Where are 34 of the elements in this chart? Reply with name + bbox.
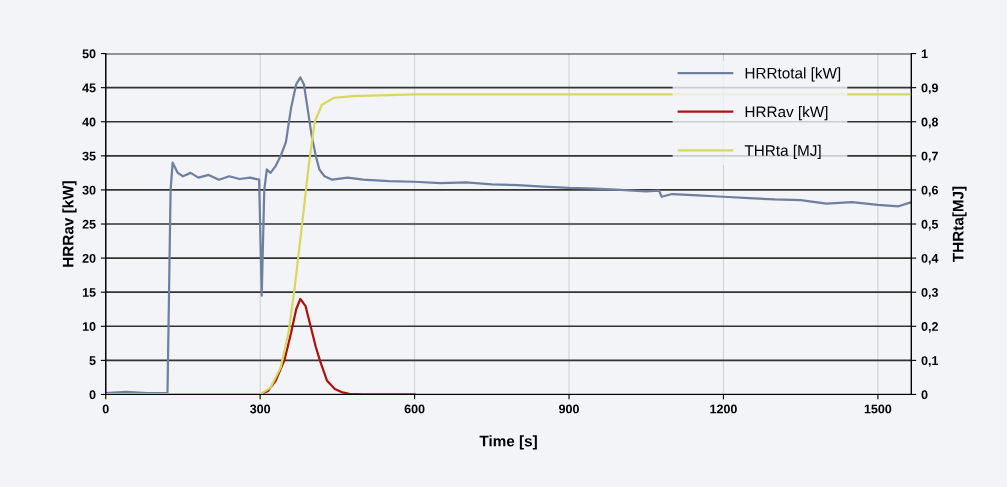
y2-tick-label: 0,4 bbox=[921, 253, 939, 265]
x-tick-label: 1500 bbox=[864, 404, 892, 414]
y2-tick-label: 0 bbox=[921, 390, 928, 400]
y2-tick-label: 0,8 bbox=[921, 117, 939, 129]
y-tick-label: 30 bbox=[82, 185, 96, 195]
y2-tick-label: 0,9 bbox=[921, 83, 938, 95]
y-tick-label: 10 bbox=[82, 322, 96, 331]
y-tick-label: 25 bbox=[82, 219, 96, 229]
x-tick-label: 0 bbox=[102, 404, 109, 414]
legend-label: THRta [MJ] bbox=[744, 144, 821, 159]
y-tick-label: 20 bbox=[82, 253, 96, 263]
y2-tick-label: 0,7 bbox=[921, 151, 938, 163]
y-tick-label: 15 bbox=[82, 288, 96, 297]
y-axis-title: HRRav [kW] bbox=[62, 181, 77, 267]
legend-label: HRRav [kW] bbox=[745, 106, 828, 121]
x-tick-label: 300 bbox=[250, 404, 271, 414]
y-tick-label: 0 bbox=[89, 390, 96, 400]
x-tick-label: 600 bbox=[404, 404, 425, 414]
y2-tick-label: 0,3 bbox=[921, 288, 938, 299]
y2-tick-label: 0,1 bbox=[921, 356, 939, 367]
y2-axis-title: THRta[MJ] bbox=[952, 186, 967, 263]
x-axis-title: Time [s] bbox=[479, 435, 537, 450]
y2-tick-label: 1 bbox=[921, 49, 928, 59]
y2-tick-label: 0,6 bbox=[921, 185, 938, 197]
y-tick-label: 50 bbox=[82, 49, 96, 59]
y-tick-label: 5 bbox=[89, 356, 96, 366]
y-tick-label: 45 bbox=[82, 83, 96, 93]
y2-tick-label: 0,2 bbox=[921, 322, 938, 333]
legend-label: HRRtotal [kW] bbox=[745, 67, 841, 82]
y2-tick-label: 0,5 bbox=[921, 219, 939, 231]
x-tick-label: 1200 bbox=[710, 404, 737, 414]
x-tick-label: 900 bbox=[559, 404, 579, 414]
y-tick-label: 35 bbox=[82, 151, 96, 161]
y-tick-label: 40 bbox=[82, 117, 96, 127]
